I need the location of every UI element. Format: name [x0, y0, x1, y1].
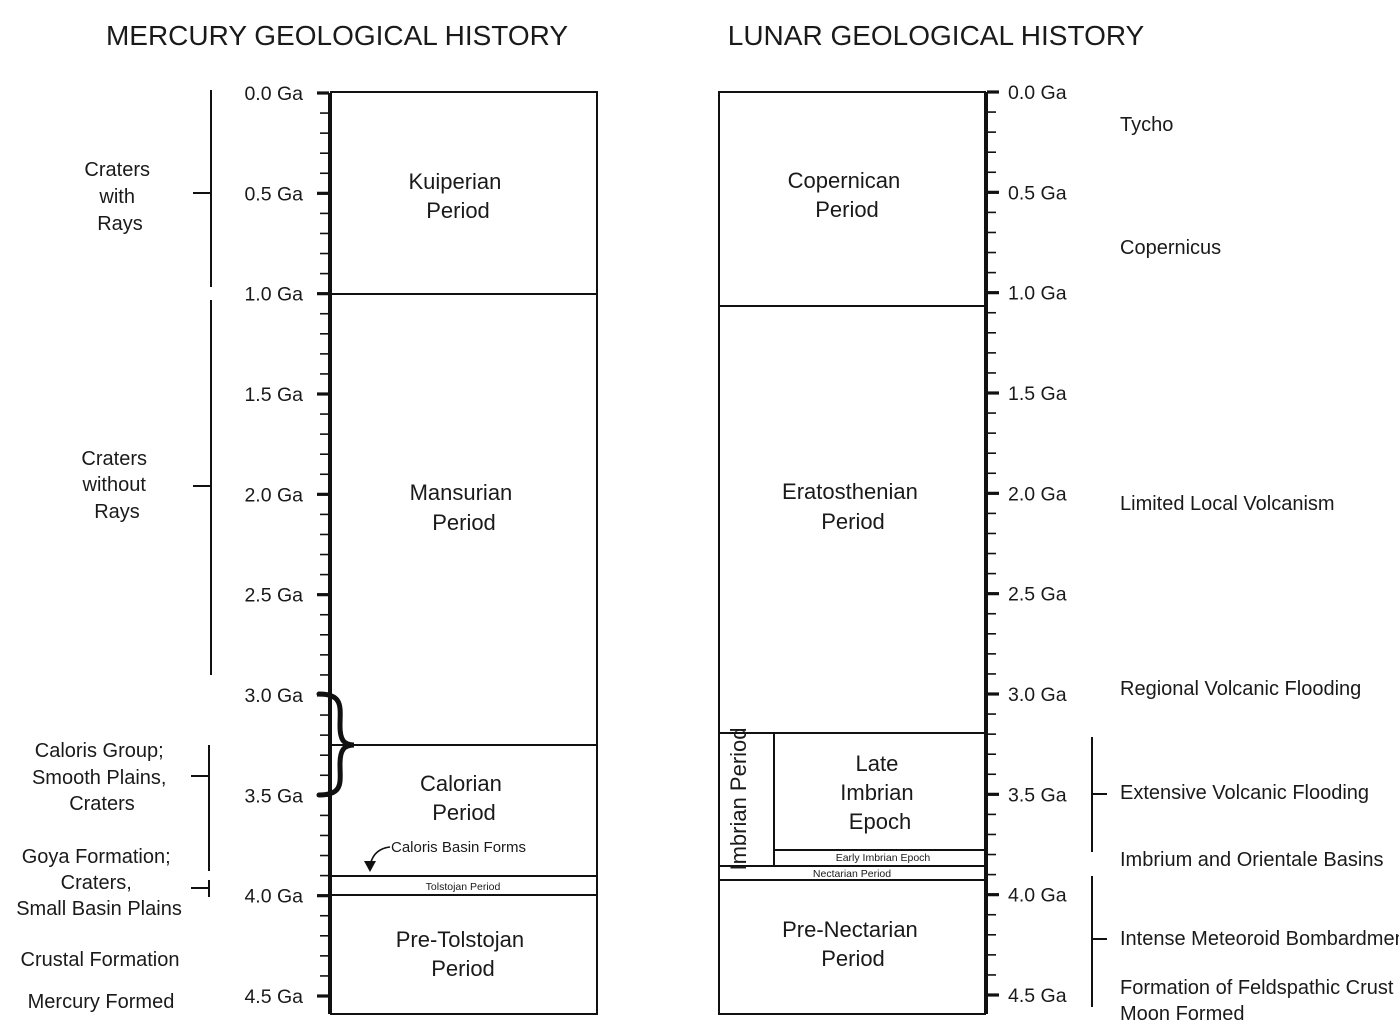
axis-age-label: 4.5 Ga — [1008, 985, 1067, 1007]
tycho-label: Tycho — [1120, 114, 1173, 136]
intense-bombardment-label: Intense Meteoroid Bombardment — [1120, 928, 1399, 950]
regional-flooding-label: Regional Volcanic Flooding — [1120, 678, 1361, 700]
extensive-flooding-label: Extensive Volcanic Flooding — [1120, 782, 1369, 804]
axis-age-label: 2.0 Ga — [1008, 483, 1067, 505]
caloris-basin-label: Caloris Basin Forms — [391, 839, 526, 856]
axis-age-label: 1.5 Ga — [1008, 383, 1067, 405]
tolstojan-period-label: Tolstojan Period — [426, 881, 501, 893]
axis-age-label: 1.5 Ga — [244, 384, 303, 406]
lunar-column-frame — [718, 91, 986, 1015]
calorian-age-brace — [316, 691, 355, 798]
mercury-title: MERCURY GEOLOGICAL HISTORY — [106, 20, 568, 51]
mansurian-period-label: Mansurian Period — [410, 480, 519, 535]
lunar-event-brackets — [1091, 737, 1107, 1007]
moon-formed-label: Moon Formed — [1120, 1003, 1245, 1025]
early-imbrian-epoch-label: Early Imbrian Epoch — [836, 852, 931, 864]
caloris-group-label: Caloris Group; Smooth Plains, Craters — [32, 740, 172, 815]
craters-with-rays-label: Craters with Rays — [84, 159, 155, 235]
axis-age-label: 2.0 Ga — [244, 484, 303, 506]
lunar-axis: 0.0 Ga 0.5 Ga 1.0 Ga 1.5 Ga 2.0 Ga 2.5 Ga 3.0 … — [986, 82, 1067, 1014]
axis-age-label: 0.0 Ga — [1008, 82, 1067, 104]
eratosthenian-period-label: Eratosthenian Period — [782, 479, 924, 534]
craters-without-rays-label: Craters without Rays — [81, 448, 152, 523]
calorian-period-label: Calorian Period — [420, 771, 508, 825]
mercury-column — [330, 91, 598, 1015]
late-imbrian-epoch-label: Late Imbrian Epoch — [840, 751, 919, 834]
axis-age-label: 3.0 Ga — [1008, 684, 1067, 706]
mercury-event-brackets — [191, 90, 212, 897]
mercury-column-frame — [330, 91, 598, 1015]
caloris-basin-arrowhead — [364, 861, 376, 872]
crustal-formation-label: Crustal Formation — [21, 949, 180, 971]
imbrian-period-label: Imbrian Period — [726, 727, 751, 870]
lunar-title: LUNAR GEOLOGICAL HISTORY — [728, 20, 1145, 51]
kuiperian-period-label: Kuiperian Period — [408, 169, 507, 223]
mercury-formed-label: Mercury Formed — [28, 991, 175, 1013]
axis-age-label: 0.5 Ga — [1008, 182, 1067, 204]
axis-age-label: 3.5 Ga — [244, 785, 303, 807]
axis-age-label: 3.5 Ga — [1008, 784, 1067, 806]
goya-formation-label: Goya Formation; Craters, Small Basin Pla… — [16, 846, 182, 920]
limited-volcanism-label: Limited Local Volcanism — [1120, 493, 1335, 515]
axis-age-label: 4.5 Ga — [244, 986, 303, 1008]
mercury-axis: 0.0 Ga 0.5 Ga 1.0 Ga 1.5 Ga 2.0 Ga 2.5 Ga 3.0 … — [244, 83, 330, 1014]
nectarian-period-label: Nectarian Period — [813, 868, 891, 880]
axis-age-label: 2.5 Ga — [244, 585, 303, 607]
axis-age-label: 1.0 Ga — [244, 284, 303, 306]
axis-age-label: 3.0 Ga — [244, 685, 303, 707]
axis-age-label: 0.0 Ga — [244, 83, 303, 105]
pre-nectarian-period-label: Pre-Nectarian Period — [782, 917, 924, 971]
feldspathic-crust-label: Formation of Feldspathic Crust — [1120, 977, 1394, 999]
axis-age-label: 4.0 Ga — [244, 886, 303, 908]
copernican-period-label: Copernican Period — [788, 168, 907, 222]
lunar-column — [718, 91, 986, 1015]
imbrium-orientale-label: Imbrium and Orientale Basins — [1120, 849, 1383, 871]
pre-tolstojan-period-label: Pre-Tolstojan Period — [396, 927, 531, 981]
axis-age-label: 1.0 Ga — [1008, 283, 1067, 305]
copernicus-label: Copernicus — [1120, 237, 1221, 259]
axis-age-label: 2.5 Ga — [1008, 584, 1067, 606]
axis-age-label: 4.0 Ga — [1008, 885, 1067, 907]
axis-age-label: 0.5 Ga — [244, 183, 303, 205]
